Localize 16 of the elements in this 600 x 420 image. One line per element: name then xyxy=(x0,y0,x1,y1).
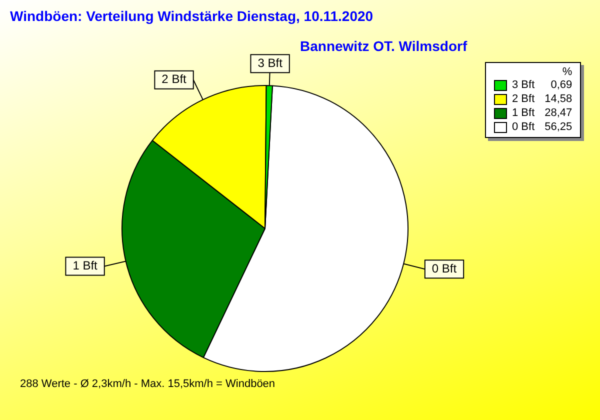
slice-label: 3 Bft xyxy=(258,56,284,70)
legend-label: 3 Bft xyxy=(512,79,535,91)
data-label: 0,69 xyxy=(550,79,572,91)
legend-label: 2 Bft xyxy=(512,93,535,105)
slice-label: 1 Bft xyxy=(72,258,98,273)
slice-label: 2 Bft xyxy=(162,72,188,86)
data-label: 14,58 xyxy=(544,93,572,105)
legend-title: % xyxy=(561,66,572,78)
chart-title: Windböen: Verteilung Windstärke Dienstag, 10.11.2020 xyxy=(10,8,374,24)
data-label: 56,25 xyxy=(544,121,572,133)
text: 288 Werte - Ø 2,3km/h - Max. 15,5km/h = Windböen xyxy=(20,378,276,390)
legend-label: 0 Bft xyxy=(512,121,535,133)
chart-subtitle: Bannewitz OT. Wilmsdorf xyxy=(300,38,468,54)
slice-label: 0 Bft xyxy=(432,261,458,276)
data-label: 28,47 xyxy=(544,107,572,119)
legend-label: 1 Bft xyxy=(512,107,535,119)
